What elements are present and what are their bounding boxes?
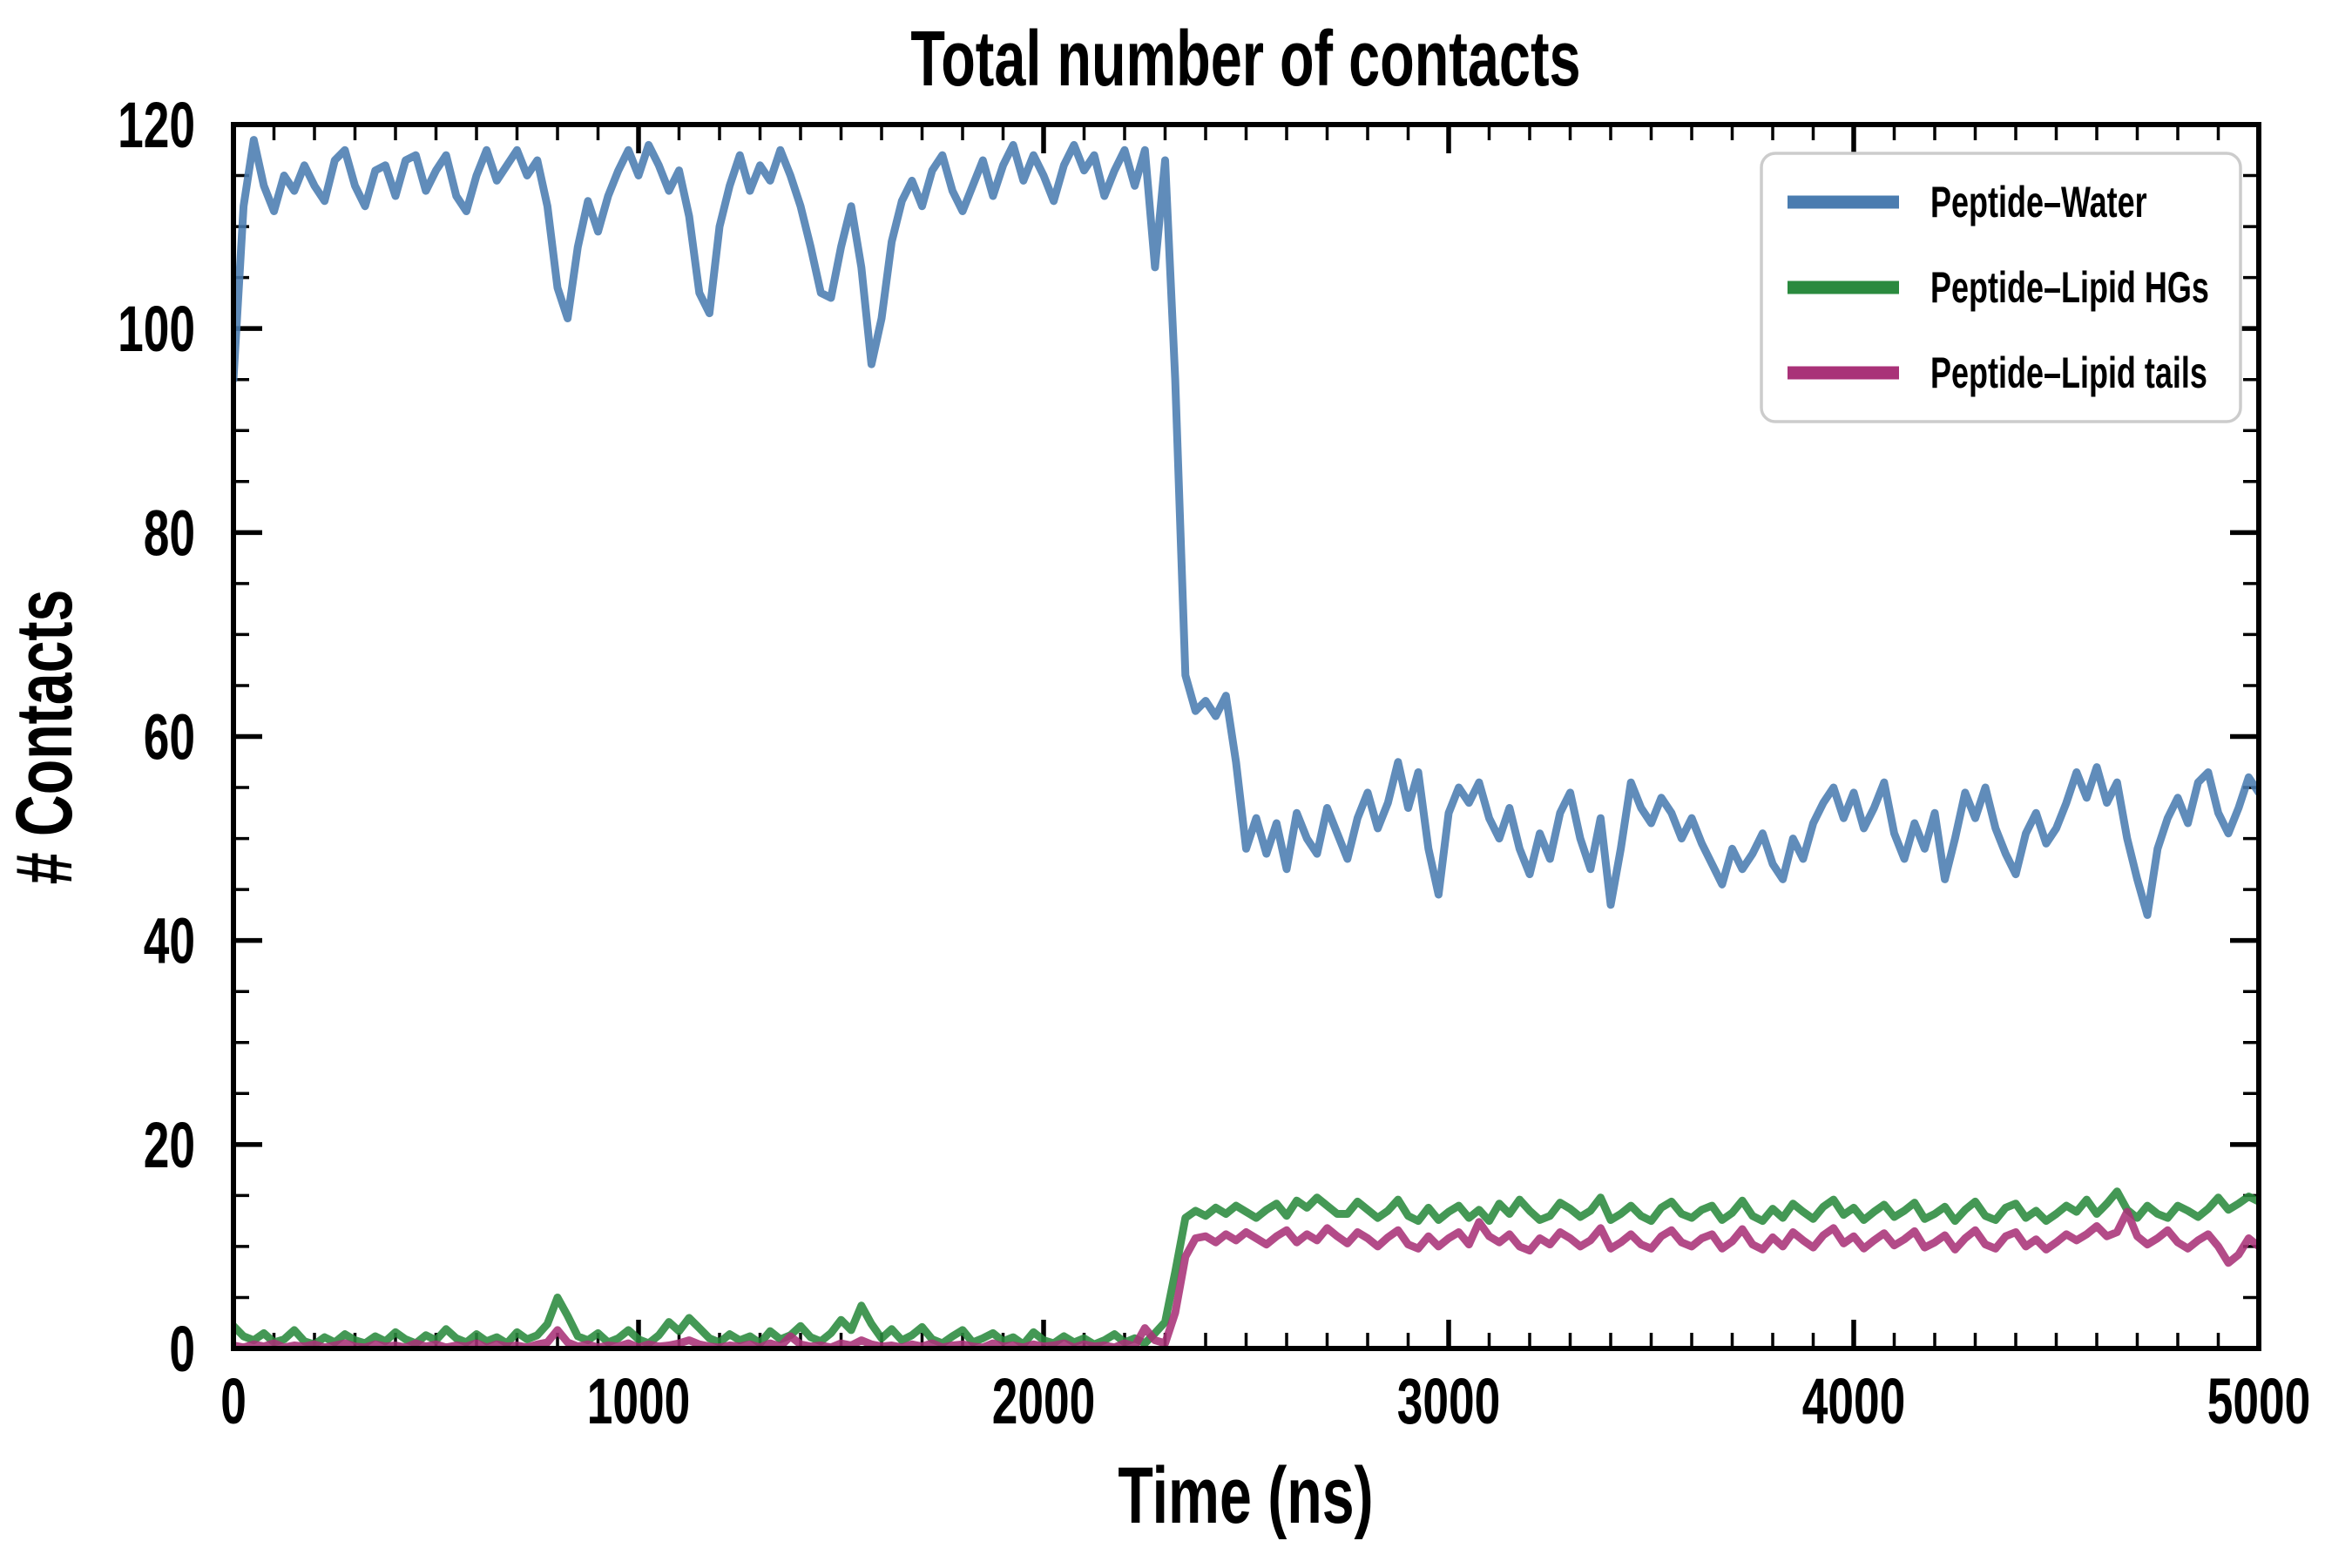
x-tick-label: 4000: [1802, 1365, 1906, 1437]
plot-border: [231, 122, 2261, 1351]
y-tick-label: 0: [169, 1313, 195, 1385]
y-tick-label: 20: [144, 1109, 195, 1181]
y-tick-label: 100: [118, 294, 195, 366]
x-tick-label: 2000: [992, 1365, 1096, 1437]
series-line-0: [233, 136, 2259, 919]
x-tick-label: 0: [220, 1365, 247, 1437]
x-tick-label: 1000: [587, 1365, 691, 1437]
x-tick-label: 3000: [1397, 1365, 1501, 1437]
legend-label-peptide-lipid-hgs: Peptide–Lipid HGs: [1930, 264, 2209, 312]
y-tick-label: 120: [118, 89, 195, 161]
legend-box: [1760, 152, 2242, 423]
y-tick-label: 60: [144, 701, 195, 774]
series-line-2: [233, 1207, 2259, 1348]
x-tick-label: 5000: [2207, 1365, 2311, 1437]
plot-series: [233, 136, 2259, 1348]
legend-label-peptide-water: Peptide–Water: [1930, 179, 2147, 226]
y-tick-label: 80: [144, 497, 195, 570]
series-line-1: [233, 1187, 2259, 1348]
x-axis-label: Time (ns): [1118, 1450, 1373, 1539]
legend: Peptide–Water Peptide–Lipid HGs Peptide–…: [1760, 152, 2242, 423]
chart-title: Total number of contacts: [910, 15, 1580, 103]
axis-tick-labels: 0 1000 2000 3000 4000 5000 0 20 40 60 80 100 120: [118, 89, 2310, 1437]
y-axis-label: # Contacts: [0, 590, 89, 885]
y-tick-label: 40: [144, 905, 195, 977]
legend-label-peptide-lipid-tails: Peptide–Lipid tails: [1930, 349, 2207, 397]
